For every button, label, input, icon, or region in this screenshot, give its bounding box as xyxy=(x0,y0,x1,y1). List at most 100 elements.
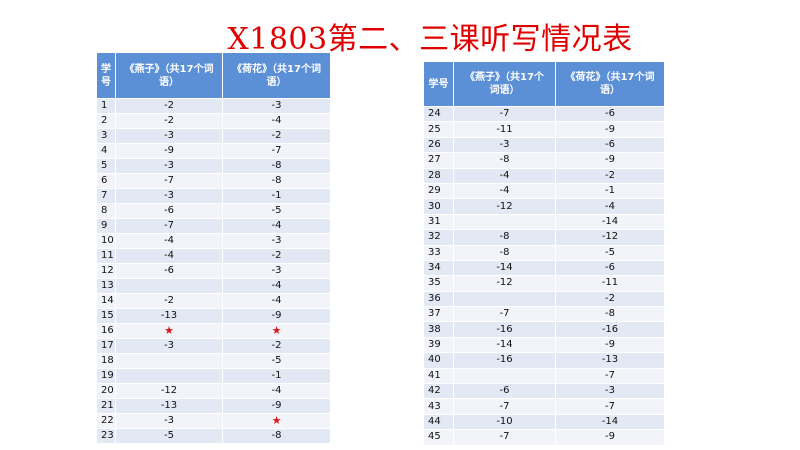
cell-yanzi: -7 xyxy=(453,398,556,415)
table-row: 7 -3 -1 xyxy=(96,188,331,204)
cell-yanzi: -2 xyxy=(115,98,223,114)
table-row: 9 -7 -4 xyxy=(96,218,331,234)
cell-student-no: 39 xyxy=(423,336,454,354)
cell-yanzi: -3 xyxy=(115,413,223,429)
table-row: 27 -8 -9 xyxy=(423,152,665,169)
cell-student-no: 40 xyxy=(423,352,454,369)
cell-student-no: 14 xyxy=(96,293,116,309)
table-row: 35 -12 -11 xyxy=(423,275,665,292)
table-row: 6 -7 -8 xyxy=(96,173,331,189)
cell-hehua: -14 xyxy=(555,213,665,231)
cell-hehua: -5 xyxy=(222,353,331,369)
table-row: 41 -7 xyxy=(423,367,665,385)
cell-student-no: 3 xyxy=(96,128,116,144)
cell-yanzi: -11 xyxy=(453,121,556,138)
table-row: 43 -7 -7 xyxy=(423,398,665,415)
cell-hehua: -1 xyxy=(222,188,331,204)
cell-yanzi: -12 xyxy=(453,198,556,215)
cell-student-no: 43 xyxy=(423,398,454,415)
cell-hehua: -2 xyxy=(555,167,665,184)
cell-hehua: -9 xyxy=(555,152,665,169)
cell-student-no: 18 xyxy=(96,353,116,369)
table-row: 39 -14 -9 xyxy=(423,336,665,354)
cell-yanzi: -3 xyxy=(453,136,556,154)
cell-student-no: 24 xyxy=(423,105,454,123)
table-row: 16 ★ ★ xyxy=(96,323,331,339)
cell-yanzi: -6 xyxy=(115,263,223,279)
table-row: 30 -12 -4 xyxy=(423,198,665,215)
cell-student-no: 26 xyxy=(423,136,454,154)
cell-hehua: ★ xyxy=(222,323,331,339)
table-row: 5 -3 -8 xyxy=(96,158,331,174)
cell-yanzi: ★ xyxy=(115,323,223,339)
cell-hehua: -6 xyxy=(555,259,665,277)
cell-yanzi: -14 xyxy=(453,259,556,277)
dictation-table-left: 学号 《燕子》（共17个词语） 《荷花》（共17个词语） 1 -2 -3 2 -2 -4 3… xyxy=(96,52,331,444)
table-row: 32 -8 -12 xyxy=(423,229,665,246)
cell-student-no: 22 xyxy=(96,413,116,429)
table-row: 42 -6 -3 xyxy=(423,383,665,400)
cell-hehua: -4 xyxy=(222,383,331,399)
cell-yanzi: -3 xyxy=(115,338,223,354)
page-title: X1803第二、三课听写情况表 xyxy=(227,22,633,57)
cell-hehua: -7 xyxy=(555,367,665,385)
cell-student-no: 33 xyxy=(423,244,454,261)
cell-hehua: -4 xyxy=(555,198,665,215)
cell-hehua: -14 xyxy=(555,413,665,431)
cell-hehua: -9 xyxy=(555,429,665,446)
cell-yanzi: -4 xyxy=(115,233,223,249)
table-row: 25 -11 -9 xyxy=(423,121,665,138)
cell-student-no: 29 xyxy=(423,182,454,200)
cell-student-no: 2 xyxy=(96,113,116,129)
cell-yanzi: -7 xyxy=(115,173,223,189)
table-row: 26 -3 -6 xyxy=(423,136,665,154)
cell-student-no: 25 xyxy=(423,121,454,138)
cell-yanzi xyxy=(453,290,556,308)
table-row: 34 -14 -6 xyxy=(423,259,665,277)
cell-student-no: 41 xyxy=(423,367,454,385)
table-row: 12 -6 -3 xyxy=(96,263,331,279)
cell-yanzi: -6 xyxy=(115,203,223,219)
cell-yanzi: -7 xyxy=(115,218,223,234)
cell-hehua: -7 xyxy=(555,398,665,415)
cell-hehua: -9 xyxy=(222,398,331,414)
cell-yanzi: -3 xyxy=(115,158,223,174)
table-row: 8 -6 -5 xyxy=(96,203,331,219)
cell-hehua: -9 xyxy=(222,308,331,324)
cell-hehua: -4 xyxy=(222,278,331,294)
cell-hehua: ★ xyxy=(222,413,331,429)
table-row: 33 -8 -5 xyxy=(423,244,665,261)
cell-hehua: -4 xyxy=(222,293,331,309)
header-yanzi: 《燕子》（共17个词语） xyxy=(453,61,556,107)
cell-student-no: 30 xyxy=(423,198,454,215)
cell-student-no: 37 xyxy=(423,306,454,323)
cell-hehua: -16 xyxy=(555,321,665,338)
table-row: 44 -10 -14 xyxy=(423,413,665,431)
cell-yanzi: -7 xyxy=(453,429,556,446)
cell-student-no: 8 xyxy=(96,203,116,219)
cell-yanzi: -4 xyxy=(453,167,556,184)
header-hehua: 《荷花》（共17个词语） xyxy=(222,52,331,99)
cell-hehua: -1 xyxy=(555,182,665,200)
cell-yanzi xyxy=(115,278,223,294)
cell-student-no: 21 xyxy=(96,398,116,414)
cell-student-no: 45 xyxy=(423,429,454,446)
table-row: 23 -5 -8 xyxy=(96,428,331,444)
cell-hehua: -4 xyxy=(222,113,331,129)
cell-student-no: 12 xyxy=(96,263,116,279)
cell-yanzi: -3 xyxy=(115,188,223,204)
cell-student-no: 1 xyxy=(96,98,116,114)
cell-yanzi: -7 xyxy=(453,105,556,123)
cell-hehua: -8 xyxy=(222,173,331,189)
table-row: 3 -3 -2 xyxy=(96,128,331,144)
cell-student-no: 19 xyxy=(96,368,116,384)
cell-yanzi: -3 xyxy=(115,128,223,144)
table-row: 24 -7 -6 xyxy=(423,105,665,123)
cell-student-no: 6 xyxy=(96,173,116,189)
table-row: 28 -4 -2 xyxy=(423,167,665,184)
cell-yanzi: -13 xyxy=(115,308,223,324)
table-row: 13 -4 xyxy=(96,278,331,294)
cell-hehua: -8 xyxy=(555,306,665,323)
cell-student-no: 17 xyxy=(96,338,116,354)
cell-yanzi: -8 xyxy=(453,152,556,169)
